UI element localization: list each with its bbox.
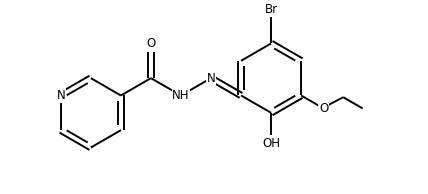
- Text: Br: Br: [265, 3, 278, 16]
- Text: NH: NH: [172, 89, 190, 102]
- Text: N: N: [56, 89, 65, 102]
- Text: OH: OH: [262, 137, 280, 150]
- Text: N: N: [207, 72, 215, 85]
- Text: O: O: [319, 102, 328, 115]
- Text: O: O: [146, 37, 155, 50]
